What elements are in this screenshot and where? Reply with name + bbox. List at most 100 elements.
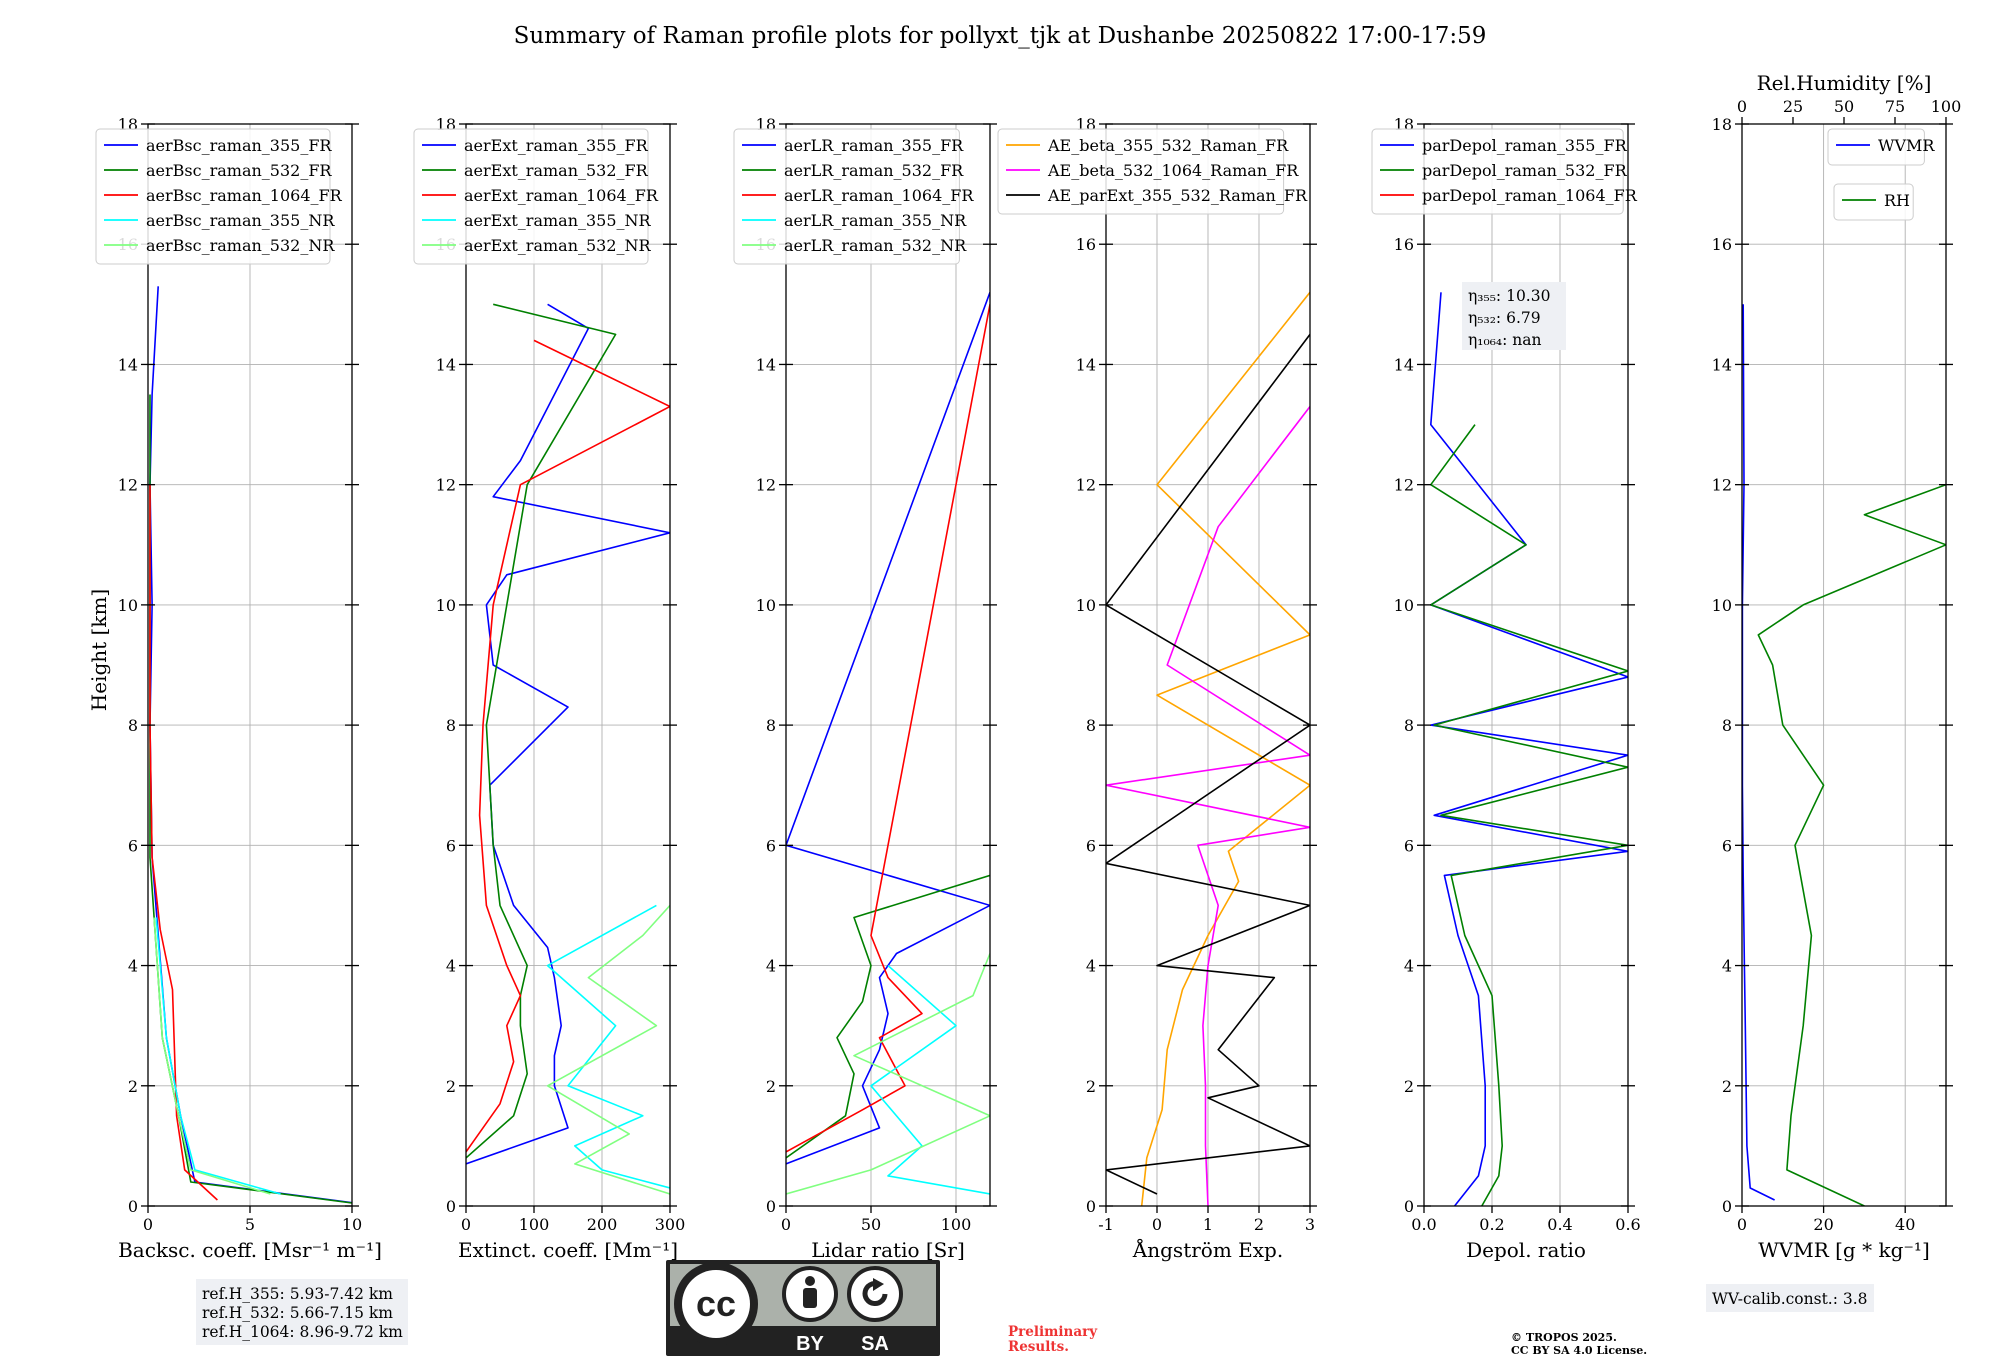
legend-label: aerExt_raman_532_NR <box>464 236 652 255</box>
panel-lidar_ratio: 024681012141618050100Lidar ratio [Sr]aer… <box>733 115 997 1262</box>
x-tick-label: 3 <box>1305 1215 1315 1234</box>
y-tick-label: 14 <box>436 355 456 374</box>
y-tick-label: 6 <box>446 836 456 855</box>
x-axis-label: Ångström Exp. <box>1132 1237 1283 1262</box>
series-group <box>1430 292 1628 1206</box>
x-tick-label: 5 <box>245 1215 255 1234</box>
y-tick-label: 6 <box>1404 836 1414 855</box>
series-line-aerLR_raman_532_NR <box>786 953 990 1195</box>
x-tick-label: 0.6 <box>1615 1215 1640 1234</box>
top-x-axis-label: Rel.Humidity [%] <box>1757 71 1932 95</box>
x-axis-label: WVMR [g * kg⁻¹] <box>1758 1238 1930 1262</box>
legend-label: aerLR_raman_532_NR <box>784 236 967 255</box>
y-tick-label: 2 <box>1722 1077 1732 1096</box>
panels: 0246810121416180510Backsc. coeff. [Msr⁻¹… <box>95 71 1962 1262</box>
y-tick-label: 12 <box>756 476 776 495</box>
x-axis-label: Lidar ratio [Sr] <box>811 1238 965 1262</box>
legend-label: aerExt_raman_355_NR <box>464 211 652 230</box>
y-tick-label: 18 <box>1712 115 1732 134</box>
y-tick-label: 8 <box>128 716 138 735</box>
copyright-line-1: © TROPOS 2025. <box>1511 1331 1617 1344</box>
eta-annotation-line: η₃₅₅: 10.30 <box>1468 287 1550 305</box>
legend-label: aerExt_raman_355_FR <box>464 136 649 155</box>
series-line-AE_beta_532_1064_Raman_FR <box>1106 406 1310 1206</box>
x-axis-label: Depol. ratio <box>1466 1238 1586 1262</box>
x-tick-label: 2 <box>1254 1215 1264 1234</box>
cc-icon-text: cc <box>696 1283 736 1324</box>
y-tick-label: 2 <box>128 1077 138 1096</box>
sa-arrow <box>873 1278 884 1291</box>
legend-label: aerBsc_raman_1064_FR <box>146 186 343 205</box>
cc-icon <box>682 1270 750 1338</box>
y-tick-label: 0 <box>766 1197 776 1216</box>
y-tick-label: 0 <box>1722 1197 1732 1216</box>
wv-calib-box: WV-calib.const.: 3.8 <box>1706 1284 1874 1312</box>
x-tick-label: 1 <box>1203 1215 1213 1234</box>
by-person-head <box>805 1276 815 1286</box>
legend-label: aerExt_raman_532_FR <box>464 161 649 180</box>
x-axis-label: Backsc. coeff. [Msr⁻¹ m⁻¹] <box>118 1238 382 1262</box>
y-tick-label: 12 <box>1712 476 1732 495</box>
y-tick-label: 10 <box>1076 596 1096 615</box>
y-tick-label: 10 <box>1712 596 1732 615</box>
series-line-aerBsc_raman_355_NR <box>155 917 281 1195</box>
series-line-aerBsc_raman_532_NR <box>153 917 271 1195</box>
legend-label: aerLR_raman_532_FR <box>784 161 964 180</box>
x-tick-label: 0 <box>1152 1215 1162 1234</box>
y-tick-label: 4 <box>766 957 776 976</box>
x-tick-label: 100 <box>519 1215 550 1234</box>
panel-backscatter: 0246810121416180510Backsc. coeff. [Msr⁻¹… <box>95 115 382 1262</box>
legend-label: AE_beta_532_1064_Raman_FR <box>1047 161 1299 180</box>
eta-annotation-box <box>1462 282 1566 350</box>
x-tick-label: 0 <box>781 1215 791 1234</box>
legend-label: aerBsc_raman_355_NR <box>146 211 335 230</box>
legend-label: aerExt_raman_1064_FR <box>464 186 659 205</box>
panel-water_vapor: 0 2 4 6 8 10 12 14 16 18 0 20 40 WVMR [g * kg⁻¹] 0 25 50… <box>1712 71 1962 1262</box>
legend-label: parDepol_raman_532_FR <box>1422 161 1628 180</box>
y-tick-label: 6 <box>1086 836 1096 855</box>
y-tick-label: 16 <box>1394 235 1414 254</box>
ref-h-1064: ref.H_1064: 8.96-9.72 km <box>202 1323 403 1341</box>
top-x-tick-label: 100 <box>1931 97 1962 116</box>
y-tick-label: 4 <box>1722 957 1732 976</box>
series-line-aerExt_raman_355_NR <box>546 904 670 1189</box>
legend-box-rh <box>1833 183 1914 221</box>
series-line-aerExt_raman_532_FR <box>466 303 617 1159</box>
legend-label: AE_beta_355_532_Raman_FR <box>1047 136 1289 155</box>
x-tick-label: 100 <box>941 1215 972 1234</box>
ref-height-box-bg <box>196 1279 408 1345</box>
legend-box-wvmr <box>1827 128 1925 166</box>
y-tick-label: 14 <box>1076 355 1096 374</box>
preliminary-line-2: Results. <box>1008 1339 1069 1355</box>
y-tick-label: 8 <box>1404 716 1414 735</box>
series-line-aerLR_raman_355_FR <box>786 292 990 1165</box>
legend-label: parDepol_raman_355_FR <box>1422 136 1628 155</box>
y-tick-label: 0 <box>128 1197 138 1216</box>
y-tick-label: 8 <box>766 716 776 735</box>
series-line-aerLR_raman_1064_FR <box>786 304 990 1153</box>
x-tick-label: 0 <box>1737 1215 1747 1234</box>
y-tick-label: 4 <box>128 957 138 976</box>
legend-label: aerBsc_raman_355_FR <box>146 136 332 155</box>
y-tick-label: 8 <box>1086 716 1096 735</box>
panel-extinction: 0246810121416180100200300Extinct. coeff.… <box>413 115 685 1262</box>
y-tick-label: 0 <box>446 1197 456 1216</box>
ref-height-box: ref.H_355: 5.93-7.42 km ref.H_532: 5.66-… <box>196 1279 408 1345</box>
top-x-tick-label: 0 <box>1737 97 1747 116</box>
legend-box <box>413 128 649 265</box>
series-line-AE_parExt_355_532_Raman_FR <box>1106 333 1310 1195</box>
y-tick-label: 6 <box>128 836 138 855</box>
y-tick-label: 2 <box>446 1077 456 1096</box>
series-group <box>466 303 670 1195</box>
x-tick-label: 0 <box>143 1215 153 1234</box>
y-tick-label: 16 <box>1712 235 1732 254</box>
series-line-aerBsc_raman_532_FR <box>149 394 352 1204</box>
sa-share-alike-icon <box>847 1266 903 1322</box>
legend-label: aerLR_raman_355_NR <box>784 211 967 230</box>
legend-label: aerBsc_raman_532_FR <box>146 161 332 180</box>
series-line-WVMR <box>1742 304 1775 1201</box>
series-line-aerBsc_raman_1064_FR <box>149 484 218 1201</box>
top-x-tick-label: 50 <box>1834 97 1854 116</box>
x-tick-label: 200 <box>587 1215 618 1234</box>
